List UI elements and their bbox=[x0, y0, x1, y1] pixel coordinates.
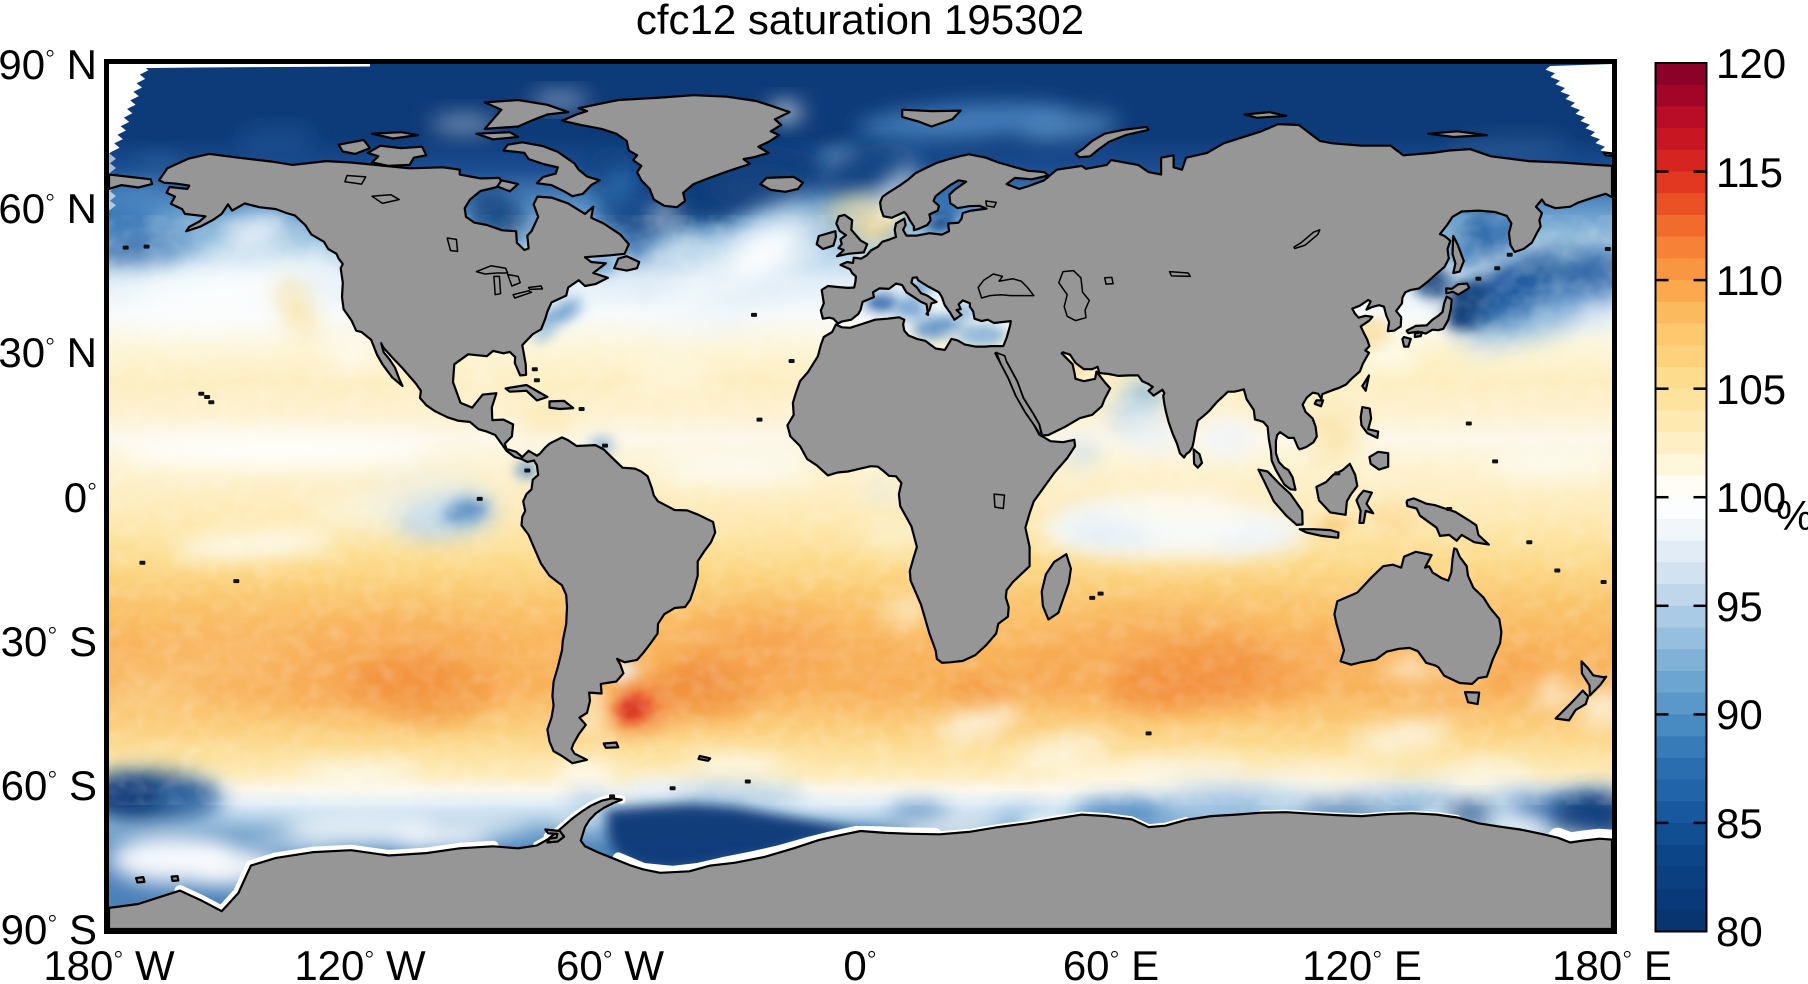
svg-text:80: 80 bbox=[1716, 908, 1763, 955]
svg-text:90◦ N: 90◦ N bbox=[0, 37, 97, 88]
svg-text:60◦ N: 60◦ N bbox=[0, 181, 97, 232]
svg-text:105: 105 bbox=[1716, 366, 1786, 413]
svg-text:%: % bbox=[1776, 492, 1808, 539]
svg-text:115: 115 bbox=[1716, 149, 1783, 196]
svg-text:95: 95 bbox=[1716, 583, 1763, 630]
svg-text:120◦ W: 120◦ W bbox=[294, 938, 426, 984]
svg-text:90: 90 bbox=[1716, 691, 1763, 738]
svg-text:120: 120 bbox=[1716, 40, 1786, 87]
svg-text:100: 100 bbox=[1716, 474, 1786, 521]
svg-text:180◦ E: 180◦ E bbox=[1552, 938, 1672, 984]
svg-text:110: 110 bbox=[1716, 257, 1783, 304]
svg-text:120◦ E: 120◦ E bbox=[1302, 938, 1422, 984]
svg-text:180◦ W: 180◦ W bbox=[43, 938, 175, 984]
svg-text:85: 85 bbox=[1716, 800, 1763, 847]
svg-text:cfc12 saturation 195302: cfc12 saturation 195302 bbox=[636, 0, 1084, 43]
